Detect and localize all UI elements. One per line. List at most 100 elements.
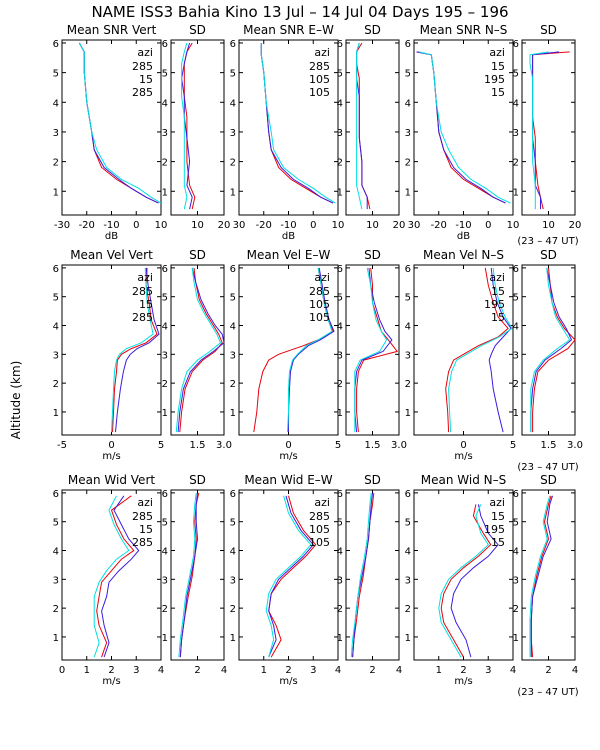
panel-title: SD [540, 248, 557, 262]
x-tick-label: 10 [191, 220, 204, 231]
panel-8: SD 1 2 3 4 5 6 1.5 3.0 [162, 248, 232, 451]
x-axis-label: dB [282, 231, 295, 242]
series-line-blue [356, 42, 368, 210]
x-tick-label: -20 [256, 220, 272, 231]
series-line-red [96, 495, 135, 658]
x-tick-label: -20 [79, 220, 95, 231]
series-line-cyan [78, 42, 162, 204]
y-tick-label: 6 [513, 264, 519, 275]
y-tick-label: 1 [162, 633, 168, 644]
y-tick-label: 5 [513, 69, 519, 80]
legend-entry: 195 [484, 523, 505, 536]
legend-title: azi [137, 46, 153, 59]
x-tick-label: -10 [103, 220, 119, 231]
x-tick-label: 1.5 [541, 440, 557, 451]
y-tick-label: 4 [405, 547, 411, 558]
y-tick-label: 1 [513, 187, 519, 198]
y-tick-label: 5 [230, 293, 236, 304]
y-tick-label: 6 [405, 39, 411, 50]
y-tick-label: 5 [337, 518, 343, 529]
y-tick-label: 2 [513, 379, 519, 390]
y-tick-label: 3 [405, 575, 411, 586]
series-line-cyan [93, 495, 130, 658]
x-tick-label: 5 [158, 440, 164, 451]
series-line-blue [177, 267, 225, 433]
ut-note-row3: (23 – 47 UT) [517, 687, 578, 698]
panel-title: SD [364, 248, 381, 262]
legend-entry: 285 [309, 60, 330, 73]
ut-note-row1: (23 – 47 UT) [517, 236, 578, 247]
x-tick-label: 2 [108, 665, 114, 676]
x-tick-label: 4 [158, 665, 164, 676]
x-tick-label: 0 [59, 665, 65, 676]
series-line-red [440, 504, 492, 658]
y-tick-label: 1 [53, 187, 59, 198]
panel-frame [521, 264, 576, 436]
y-tick-label: 2 [337, 379, 343, 390]
panel-title: Mean Vel N–S [423, 248, 504, 262]
panel-title: SD [189, 473, 206, 487]
panel-title: Mean Vel Vert [70, 248, 153, 262]
y-tick-label: 6 [53, 489, 59, 500]
legend-entry: 15 [491, 311, 505, 324]
x-tick-label: 1 [436, 665, 442, 676]
x-tick-label: 2 [369, 665, 375, 676]
x-axis-label: dB [105, 231, 118, 242]
series-line-red [356, 42, 371, 210]
y-tick-label: 1 [230, 633, 236, 644]
figure-title: NAME ISS3 Bahia Kino 13 Jul – 14 Jul 04 … [91, 3, 508, 21]
panel-title: Mean Wid N–S [421, 473, 506, 487]
y-tick-label: 6 [513, 39, 519, 50]
x-tick-label: 0 [460, 440, 466, 451]
x-tick-label: 10 [155, 220, 168, 231]
panel-title: SD [364, 23, 381, 37]
x-tick-label: 3.0 [391, 440, 407, 451]
y-tick-label: 6 [53, 264, 59, 275]
y-tick-label: 6 [230, 39, 236, 50]
legend-entry: 285 [132, 510, 153, 523]
series-line-cyan [356, 42, 363, 210]
x-tick-label: 20 [569, 220, 582, 231]
panel-4: SD 1 2 3 4 5 6 10 20 [337, 23, 406, 231]
y-tick-label: 5 [513, 293, 519, 304]
x-tick-label: 2 [460, 665, 466, 676]
y-tick-label: 6 [337, 489, 343, 500]
y-tick-label: 1 [405, 187, 411, 198]
x-axis-label: m/s [454, 676, 472, 687]
legend-title: azi [489, 46, 505, 59]
panel-title: Mean Wid Vert [68, 473, 155, 487]
y-tick-label: 6 [230, 264, 236, 275]
x-tick-label: 1.5 [365, 440, 381, 451]
x-tick-label: 1 [84, 665, 90, 676]
y-tick-label: 5 [513, 518, 519, 529]
y-tick-label: 1 [513, 408, 519, 419]
series-line-blue [354, 267, 393, 433]
panel-title: Mean SNR N–S [420, 23, 508, 37]
y-tick-label: 5 [405, 293, 411, 304]
series-line-cyan [181, 42, 188, 210]
ut-note-row2: (23 – 47 UT) [517, 462, 578, 473]
series-line-cyan [418, 51, 511, 204]
y-tick-label: 5 [162, 518, 168, 529]
legend-entry: 285 [132, 60, 153, 73]
series-line-cyan [287, 267, 333, 433]
legend-title: azi [489, 271, 505, 284]
series-line-red [352, 492, 375, 658]
series-line-red [530, 495, 552, 658]
x-tick-label: 4 [335, 665, 341, 676]
series-line-blue [179, 492, 199, 658]
y-tick-label: 4 [337, 547, 343, 558]
x-tick-label: 3.0 [216, 440, 232, 451]
y-tick-label: 4 [162, 547, 168, 558]
legend-entry: 195 [484, 298, 505, 311]
series-line-red [268, 495, 317, 658]
y-tick-label: 1 [405, 408, 411, 419]
legend-entry: 105 [309, 536, 330, 549]
y-tick-label: 3 [53, 350, 59, 361]
panel-2: SD 1 2 3 4 5 6 10 20 [162, 23, 231, 231]
x-axis-label: dB [457, 231, 470, 242]
